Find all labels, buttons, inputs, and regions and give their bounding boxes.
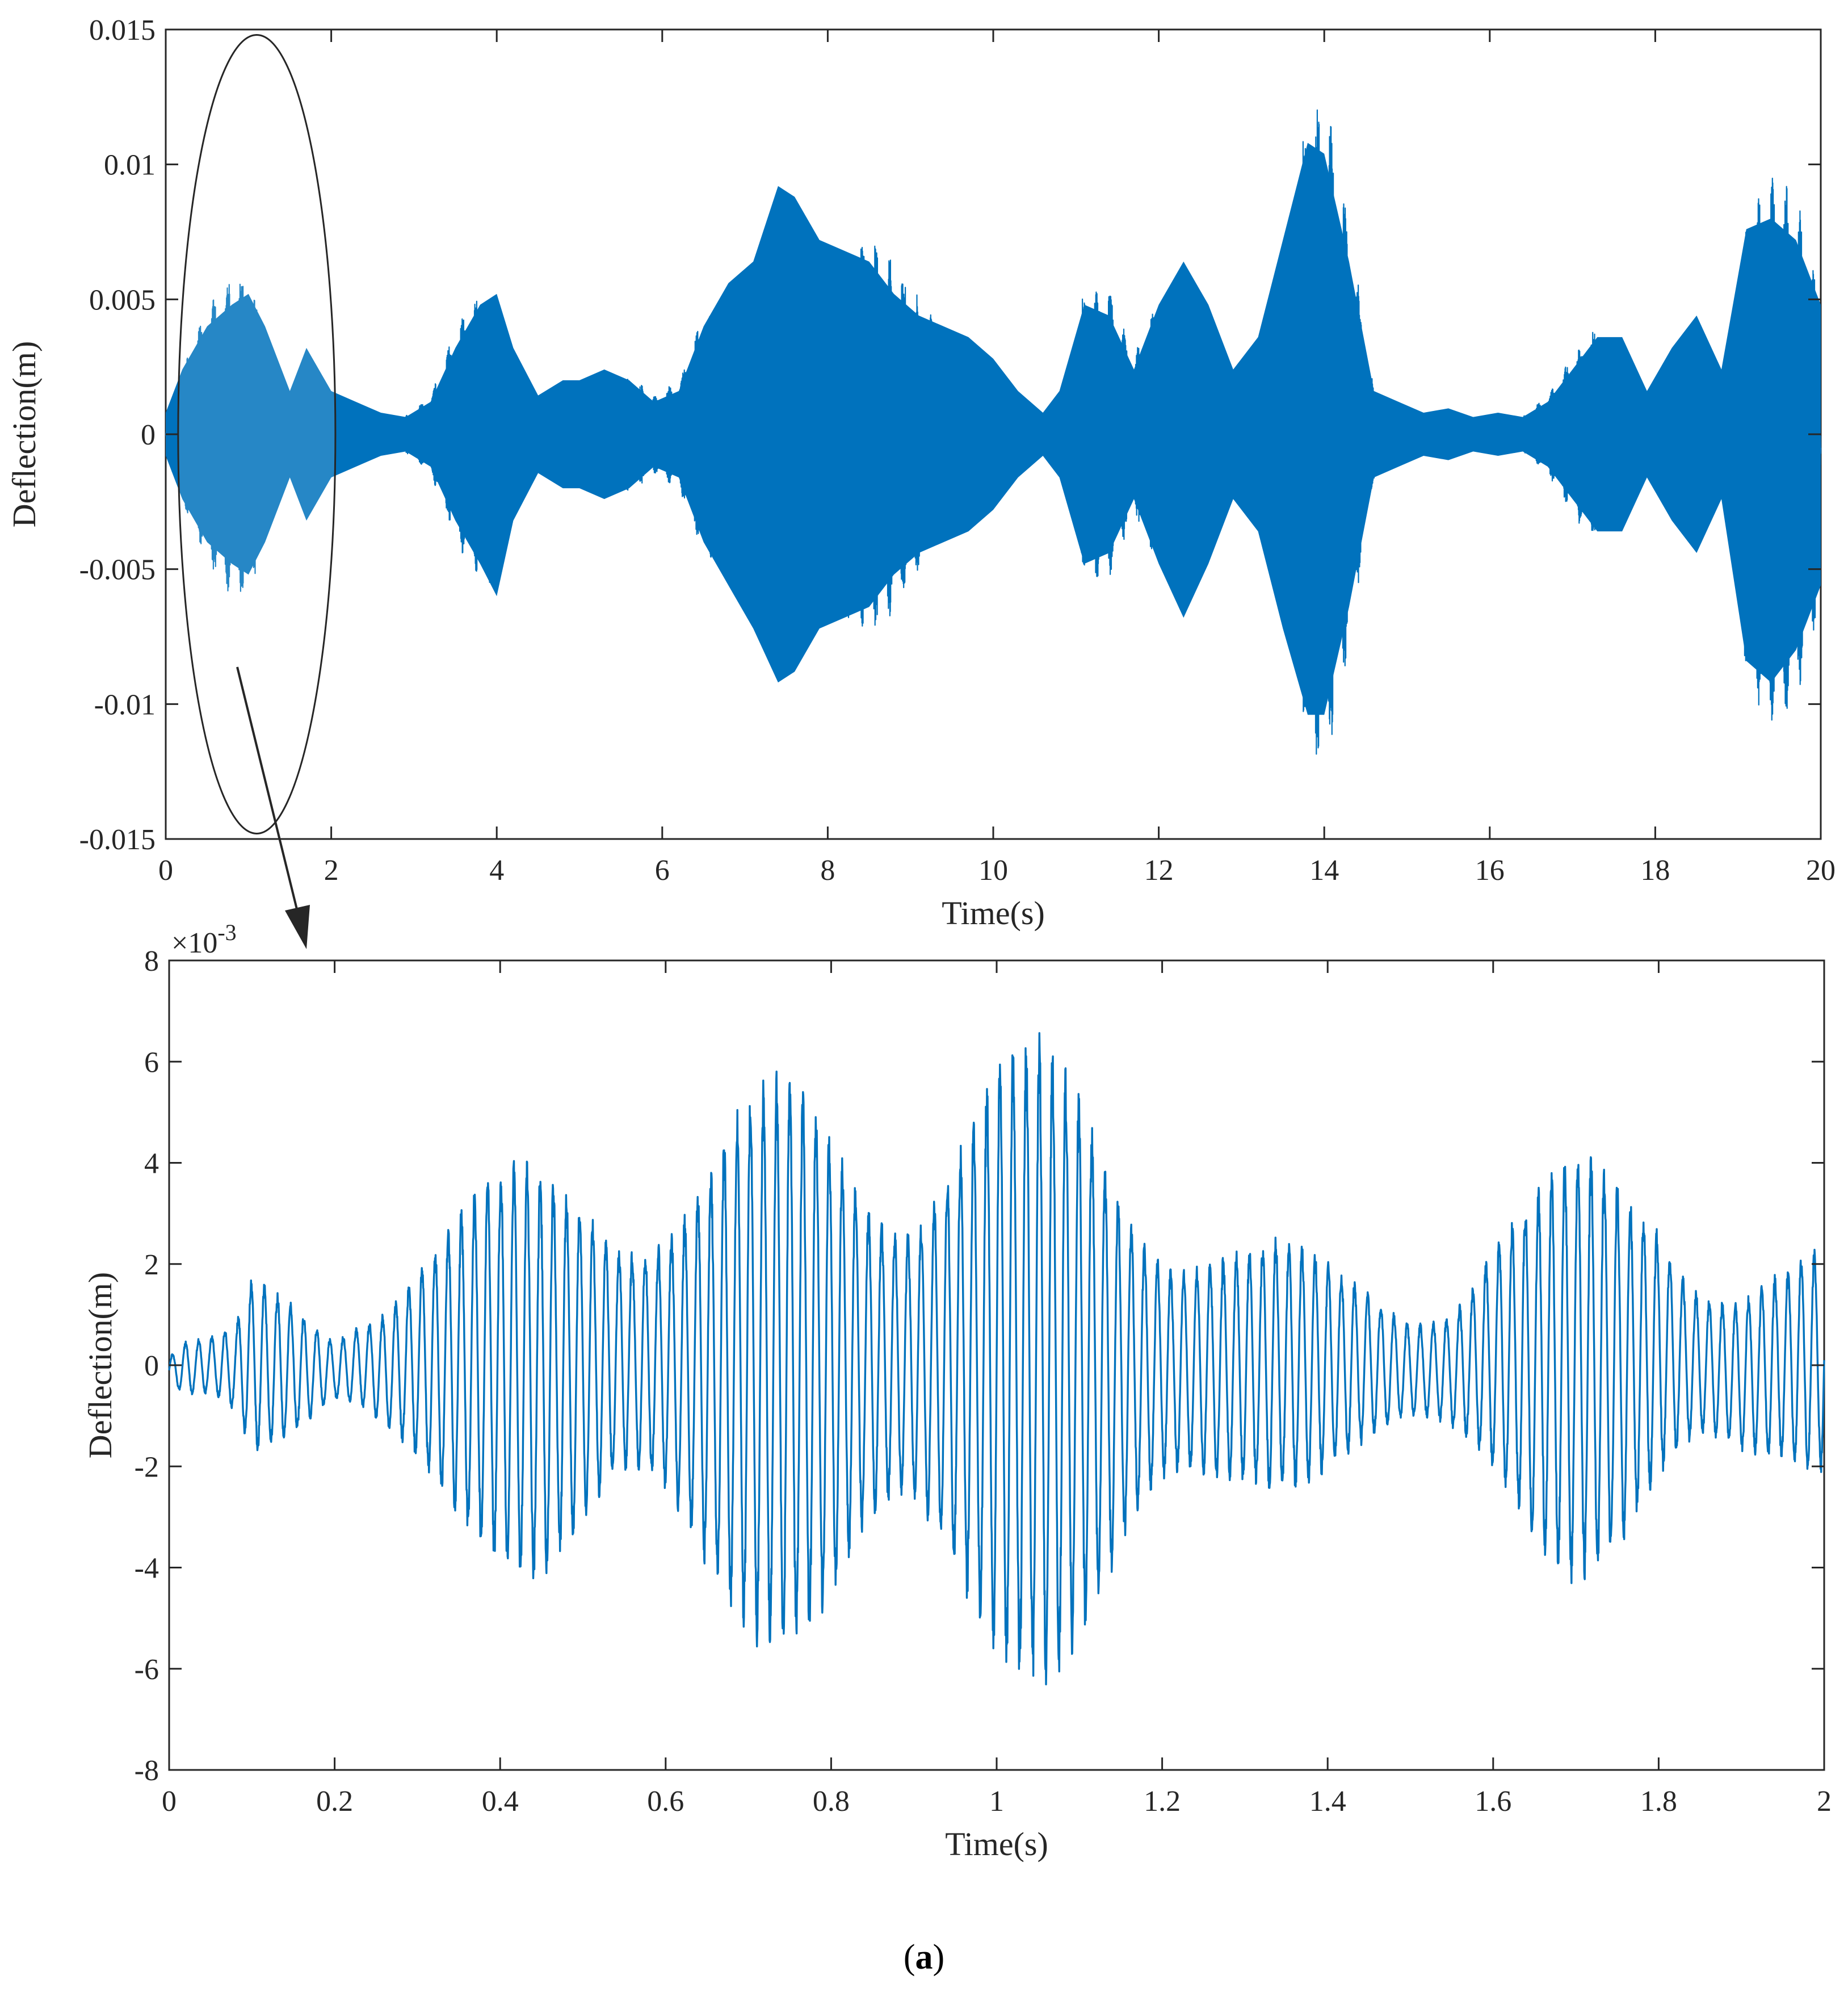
caption-close-paren: )	[933, 1938, 945, 1977]
x-tick-label: 2	[324, 854, 339, 887]
bottom-y-tick-labels: -8 -6 -4 -2 0 2 4 6 8	[135, 945, 159, 1787]
arrow-head	[285, 905, 310, 949]
exponent-base: ×10	[171, 927, 217, 959]
bot-signal-path	[168, 1032, 1825, 1685]
y-tick-label: -0.01	[94, 689, 156, 721]
y-tick-label: -6	[135, 1654, 159, 1686]
x-tick-label: 6	[655, 854, 670, 887]
y-tick-label: 4	[144, 1148, 159, 1180]
y-tick-label: -0.015	[79, 824, 156, 856]
x-tick-label: 10	[978, 854, 1008, 887]
y-tick-label: 0.015	[89, 14, 156, 47]
x-tick-label: 1.8	[1640, 1785, 1677, 1818]
top-signal-line	[165, 109, 1822, 755]
bottom-x-tick-labels: 0 0.2 0.4 0.6 0.8 1 1.2 1.4 1.6 1.8 2	[162, 1785, 1832, 1818]
x-tick-label: 14	[1309, 854, 1339, 887]
x-tick-label: 0.8	[813, 1785, 850, 1818]
chart-bottom-zoomed-signal: 0 0.2 0.4 0.6 0.8 1 1.2 1.4 1.6 1.8 2 -8 -6 -4 -2 0 2 4 6…	[82, 920, 1832, 1862]
zoom-ellipse-annotation	[177, 34, 337, 834]
x-tick-label: 0.2	[316, 1785, 353, 1818]
x-tick-label: 0.6	[647, 1785, 684, 1818]
top-tick-marks	[165, 28, 1822, 840]
y-tick-label: 6	[144, 1046, 159, 1079]
exponent-power: -3	[217, 920, 236, 945]
figure-caption: (a)	[904, 1938, 944, 1977]
x-tick-label: 4	[489, 854, 504, 887]
chart-top-full-signal: 0 2 4 6 8 10 12 14 16 18 20 -0.015 -0.01 -0.005 0 0.00…	[6, 14, 1836, 932]
top-y-tick-labels: -0.015 -0.01 -0.005 0 0.005 0.01 0.015	[79, 14, 156, 856]
x-tick-label: 1.2	[1144, 1785, 1181, 1818]
y-tick-label: 0.005	[89, 284, 156, 316]
arrow-shaft	[236, 666, 302, 926]
bottom-y-axis-title: Deflection(m)	[82, 1272, 119, 1459]
y-tick-label: 2	[144, 1249, 159, 1281]
y-tick-label: -8	[135, 1755, 159, 1787]
x-tick-label: 20	[1806, 854, 1836, 887]
y-tick-label: -0.005	[79, 554, 156, 586]
y-tick-label: 0	[144, 1350, 159, 1382]
top-signal-envelope-fill	[166, 142, 1821, 715]
caption-letter: a	[915, 1938, 933, 1977]
bottom-x-axis-title: Time(s)	[945, 1826, 1048, 1862]
top-y-axis-title: Deflection(m)	[6, 341, 43, 528]
x-tick-label: 0.4	[482, 1785, 519, 1818]
x-tick-label: 8	[820, 854, 835, 887]
y-tick-label: 8	[144, 945, 159, 977]
x-tick-label: 1.4	[1309, 1785, 1346, 1818]
bottom-signal-line	[168, 1032, 1825, 1685]
bottom-tick-marks	[168, 959, 1825, 1771]
top-x-axis-title: Time(s)	[942, 895, 1045, 932]
x-tick-label: 18	[1640, 854, 1670, 887]
zoom-arrow	[236, 666, 310, 949]
x-tick-label: 1	[989, 1785, 1004, 1818]
x-tick-label: 12	[1144, 854, 1174, 887]
bottom-y-exponent-label: ×10-3	[171, 920, 237, 959]
x-tick-label: 0	[162, 1785, 177, 1818]
x-tick-label: 1.6	[1475, 1785, 1511, 1818]
x-tick-label: 2	[1817, 1785, 1832, 1818]
y-tick-label: 0.01	[104, 149, 156, 182]
y-tick-label: -4	[135, 1553, 159, 1585]
y-tick-label: -2	[135, 1451, 159, 1483]
x-tick-label: 0	[158, 854, 173, 887]
zoom-ellipse	[177, 34, 337, 834]
x-tick-label: 16	[1475, 854, 1505, 887]
top-x-tick-labels: 0 2 4 6 8 10 12 14 16 18 20	[158, 854, 1836, 887]
y-tick-label: 0	[141, 419, 156, 451]
caption-open-paren: (	[904, 1938, 915, 1977]
